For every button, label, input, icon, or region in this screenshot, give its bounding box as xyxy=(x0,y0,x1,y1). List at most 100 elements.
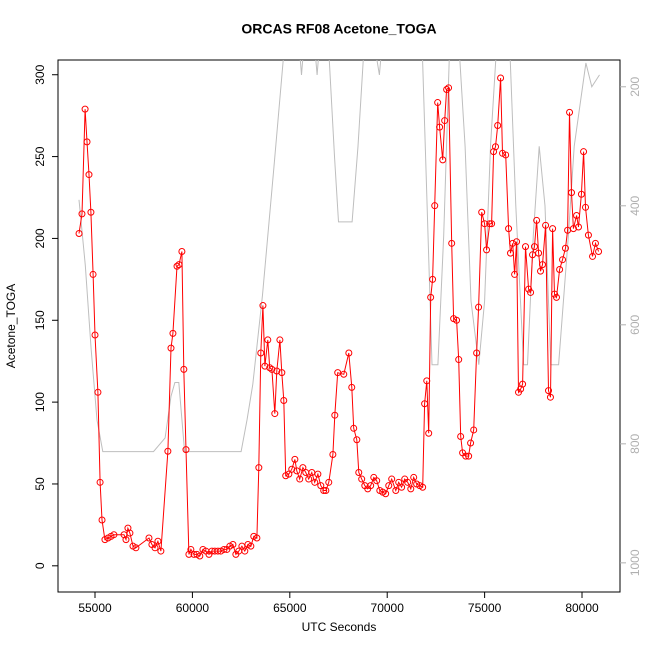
data-point xyxy=(467,439,475,447)
y2-tick-label: 400 xyxy=(628,195,642,215)
data-point xyxy=(288,465,296,473)
data-point xyxy=(455,356,463,364)
data-point xyxy=(546,393,554,401)
data-point xyxy=(569,225,577,233)
data-point xyxy=(552,293,560,301)
data-point xyxy=(530,243,538,251)
data-point xyxy=(445,84,453,92)
x-tick-label: 55000 xyxy=(78,601,112,615)
data-point xyxy=(549,225,557,233)
data-point xyxy=(431,202,439,210)
x-tick-label: 75000 xyxy=(468,601,502,615)
data-point xyxy=(173,262,181,270)
data-point xyxy=(154,537,162,545)
data-point xyxy=(264,336,272,344)
data-point xyxy=(340,370,348,378)
data-point xyxy=(443,85,451,93)
data-point xyxy=(78,210,86,218)
data-point xyxy=(367,482,375,490)
series-line xyxy=(78,60,600,453)
data-point xyxy=(535,249,543,257)
y-tick-label: 200 xyxy=(33,228,47,248)
data-point xyxy=(436,123,444,131)
data-point xyxy=(505,225,513,233)
data-point xyxy=(423,377,431,385)
data-point xyxy=(350,424,358,432)
data-point xyxy=(492,143,500,151)
data-point xyxy=(331,411,339,419)
data-point xyxy=(278,369,286,377)
data-point xyxy=(407,485,415,493)
data-point xyxy=(241,547,249,555)
data-point xyxy=(151,544,159,552)
data-point xyxy=(502,151,510,159)
x-tick-label: 70000 xyxy=(371,601,405,615)
data-point xyxy=(89,270,97,278)
data-point xyxy=(259,302,267,310)
data-point xyxy=(276,336,284,344)
plot-frame xyxy=(57,59,621,593)
data-point xyxy=(511,270,519,278)
data-point xyxy=(348,383,356,391)
data-point xyxy=(473,349,481,357)
data-point xyxy=(229,541,237,549)
data-point xyxy=(247,542,255,550)
data-point xyxy=(178,248,186,256)
data-point xyxy=(527,288,535,296)
data-point xyxy=(421,400,429,408)
y-tick-label: 50 xyxy=(33,477,47,491)
data-point xyxy=(320,487,328,495)
data-point xyxy=(94,388,102,396)
chart-title: ORCAS RF08 Acetone_TOGA xyxy=(241,21,436,37)
y-tick-label: 300 xyxy=(33,64,47,84)
y2-tick-label: 1000 xyxy=(628,549,642,576)
data-point xyxy=(470,426,478,434)
data-point xyxy=(196,552,204,560)
data-point xyxy=(410,473,418,481)
data-point xyxy=(429,275,437,283)
data-point xyxy=(519,380,527,388)
data-point xyxy=(220,545,228,553)
data-point xyxy=(392,487,400,495)
x-axis-label: UTC Seconds xyxy=(302,620,377,634)
y-axis-label: Acetone_TOGA xyxy=(4,284,18,369)
data-point xyxy=(322,487,330,495)
data-point xyxy=(157,547,165,555)
data-point xyxy=(122,536,130,544)
data-point xyxy=(509,239,517,247)
data-point xyxy=(132,544,140,552)
y2-tick-label: 200 xyxy=(628,76,642,96)
data-point xyxy=(542,221,550,229)
data-point xyxy=(385,482,393,490)
data-point xyxy=(358,475,366,483)
data-point xyxy=(164,447,172,455)
data-point xyxy=(537,267,545,275)
data-point xyxy=(580,148,588,156)
y2-tick-label: 800 xyxy=(628,433,642,453)
data-point xyxy=(81,105,89,113)
data-point xyxy=(573,212,581,220)
data-point xyxy=(453,316,461,324)
data-point xyxy=(566,108,574,116)
data-point xyxy=(419,483,427,491)
data-point xyxy=(584,231,592,239)
data-point xyxy=(441,117,449,125)
data-point xyxy=(404,478,412,486)
data-point xyxy=(373,477,381,485)
data-point xyxy=(538,261,546,269)
data-point xyxy=(85,171,93,179)
data-point xyxy=(483,246,491,254)
data-point xyxy=(382,490,390,498)
data-point xyxy=(545,387,553,395)
plot-area xyxy=(75,60,603,560)
data-point xyxy=(448,239,456,247)
data-point xyxy=(556,266,564,274)
data-point xyxy=(110,531,118,539)
x-tick-label: 60000 xyxy=(176,601,210,615)
data-point xyxy=(427,293,435,301)
data-point xyxy=(533,216,541,224)
data-point xyxy=(255,464,263,472)
data-point xyxy=(98,516,106,524)
data-point xyxy=(311,478,319,486)
